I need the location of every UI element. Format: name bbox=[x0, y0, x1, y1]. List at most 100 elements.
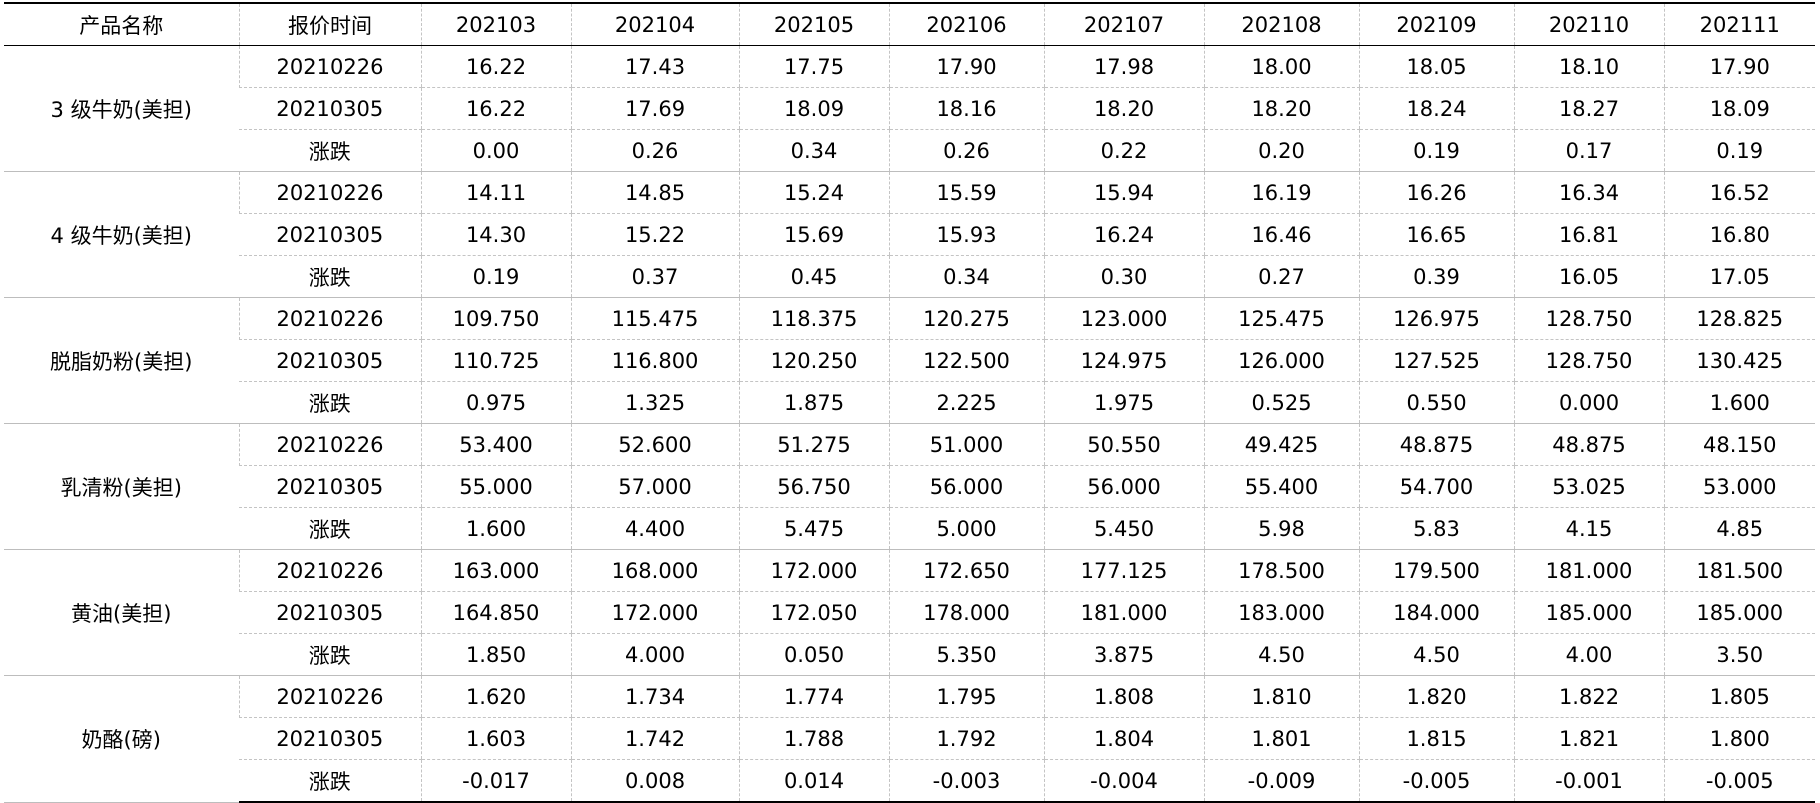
price-cell: 184.000 bbox=[1358, 591, 1514, 634]
quote-time-cell: 20210305 bbox=[239, 213, 421, 256]
price-cell: 0.19 bbox=[1663, 129, 1815, 172]
price-cell: 116.800 bbox=[570, 339, 739, 382]
price-cell: 17.69 bbox=[570, 87, 739, 130]
price-cell: 4.000 bbox=[570, 633, 739, 676]
header-product-name: 产品名称 bbox=[4, 3, 239, 46]
price-cell: 16.24 bbox=[1043, 213, 1204, 256]
price-cell: 18.05 bbox=[1358, 45, 1514, 88]
price-cell: 1.795 bbox=[888, 675, 1044, 718]
price-cell: 0.525 bbox=[1203, 381, 1359, 424]
price-cell: 0.014 bbox=[738, 759, 889, 803]
quote-time-cell: 涨跌 bbox=[239, 633, 421, 676]
table-row: 20210305 1.603 1.742 1.788 1.792 1.804 1.801 1.… bbox=[4, 717, 1815, 760]
price-cell: 14.85 bbox=[570, 171, 739, 214]
table-row: 涨跌 1.850 4.000 0.050 5.350 3.875 4.50 4.50 4.00 3… bbox=[4, 633, 1815, 676]
price-cell: 18.16 bbox=[888, 87, 1044, 130]
price-cell: 18.00 bbox=[1203, 45, 1359, 88]
price-cell: 14.30 bbox=[420, 213, 571, 256]
price-cell: 18.10 bbox=[1513, 45, 1664, 88]
table-body: 3 级牛奶(美担) 20210226 16.22 17.43 17.75 17.90 17.… bbox=[4, 45, 1815, 803]
price-cell: 179.500 bbox=[1358, 549, 1514, 592]
price-cell: 4.85 bbox=[1663, 507, 1815, 550]
price-cell: 52.600 bbox=[570, 423, 739, 466]
price-cell: 122.500 bbox=[888, 339, 1044, 382]
price-cell: 0.26 bbox=[888, 129, 1044, 172]
price-cell: 172.650 bbox=[888, 549, 1044, 592]
quote-time-cell: 20210226 bbox=[238, 549, 421, 592]
price-cell: 0.45 bbox=[738, 255, 889, 298]
price-cell: 3.875 bbox=[1043, 633, 1204, 676]
price-cell: 172.000 bbox=[570, 591, 739, 634]
header-quote-time: 报价时间 bbox=[238, 3, 421, 46]
table-row: 20210305 110.725 116.800 120.250 122.500 124.… bbox=[4, 339, 1815, 382]
quote-time-cell: 20210226 bbox=[238, 423, 421, 466]
price-cell: 16.26 bbox=[1358, 171, 1514, 214]
price-cell: 17.98 bbox=[1043, 45, 1204, 88]
quote-time-cell: 20210305 bbox=[239, 591, 421, 634]
price-cell: 1.808 bbox=[1043, 675, 1204, 718]
price-cell: 4.00 bbox=[1513, 633, 1664, 676]
header-month: 202104 bbox=[570, 3, 739, 46]
header-month: 202105 bbox=[738, 3, 889, 46]
price-cell: 15.93 bbox=[888, 213, 1044, 256]
price-cell: 163.000 bbox=[420, 549, 571, 592]
price-cell: 128.750 bbox=[1513, 297, 1664, 340]
price-cell: 2.225 bbox=[888, 381, 1044, 424]
price-cell: 1.801 bbox=[1203, 717, 1359, 760]
price-cell: 0.34 bbox=[888, 255, 1044, 298]
price-cell: 16.34 bbox=[1513, 171, 1664, 214]
price-cell: 0.17 bbox=[1513, 129, 1664, 172]
price-cell: 16.05 bbox=[1513, 255, 1664, 298]
header-month: 202106 bbox=[888, 3, 1044, 46]
price-cell: 18.20 bbox=[1203, 87, 1359, 130]
price-cell: 0.27 bbox=[1203, 255, 1359, 298]
price-cell: 18.09 bbox=[738, 87, 889, 130]
price-cell: 51.000 bbox=[888, 423, 1044, 466]
price-cell: 15.22 bbox=[570, 213, 739, 256]
price-cell: 48.150 bbox=[1663, 423, 1815, 466]
product-name-cell: 3 级牛奶(美担) bbox=[4, 45, 239, 172]
price-cell: 16.22 bbox=[420, 87, 571, 130]
price-cell: 128.750 bbox=[1513, 339, 1664, 382]
header-month: 202107 bbox=[1043, 3, 1204, 46]
price-cell: 56.750 bbox=[738, 465, 889, 508]
price-cell: 1.822 bbox=[1513, 675, 1664, 718]
price-cell: 1.620 bbox=[420, 675, 571, 718]
quote-time-cell: 20210226 bbox=[238, 675, 421, 718]
price-cell: 1.600 bbox=[420, 507, 571, 550]
price-cell: 178.000 bbox=[888, 591, 1044, 634]
price-cell: 15.24 bbox=[738, 171, 889, 214]
price-cell: 0.19 bbox=[420, 255, 571, 298]
price-cell: 130.425 bbox=[1663, 339, 1815, 382]
quote-time-cell: 涨跌 bbox=[239, 129, 421, 172]
price-cell: 1.774 bbox=[738, 675, 889, 718]
price-cell: 16.22 bbox=[420, 45, 571, 88]
price-cell: 1.742 bbox=[570, 717, 739, 760]
product-name-cell: 4 级牛奶(美担) bbox=[4, 171, 239, 298]
price-cell: -0.001 bbox=[1513, 759, 1664, 803]
price-cell: 4.50 bbox=[1358, 633, 1514, 676]
header-month: 202109 bbox=[1358, 3, 1514, 46]
quote-time-cell: 20210305 bbox=[239, 465, 421, 508]
table-row: 20210305 14.30 15.22 15.69 15.93 16.24 16.46 16… bbox=[4, 213, 1815, 256]
price-cell: 16.52 bbox=[1663, 171, 1815, 214]
price-cell: 1.788 bbox=[738, 717, 889, 760]
product-name-cell: 脱脂奶粉(美担) bbox=[4, 297, 239, 424]
quote-time-cell: 20210226 bbox=[238, 45, 421, 88]
price-cell: 1.820 bbox=[1358, 675, 1514, 718]
price-cell: 5.450 bbox=[1043, 507, 1204, 550]
price-cell: 1.800 bbox=[1663, 717, 1815, 760]
price-cell: 1.875 bbox=[738, 381, 889, 424]
price-cell: 16.81 bbox=[1513, 213, 1664, 256]
price-cell: 0.34 bbox=[738, 129, 889, 172]
quote-time-cell: 涨跌 bbox=[239, 255, 421, 298]
price-cell: 17.75 bbox=[738, 45, 889, 88]
price-cell: 18.09 bbox=[1663, 87, 1815, 130]
price-cell: 55.400 bbox=[1203, 465, 1359, 508]
product-name-cell: 乳清粉(美担) bbox=[4, 423, 239, 550]
price-cell: 109.750 bbox=[420, 297, 571, 340]
table-row: 奶酪(磅) 20210226 1.620 1.734 1.774 1.795 1.808 1.… bbox=[4, 675, 1815, 803]
price-cell: 5.000 bbox=[888, 507, 1044, 550]
price-cell: 126.975 bbox=[1358, 297, 1514, 340]
price-cell: 127.525 bbox=[1358, 339, 1514, 382]
